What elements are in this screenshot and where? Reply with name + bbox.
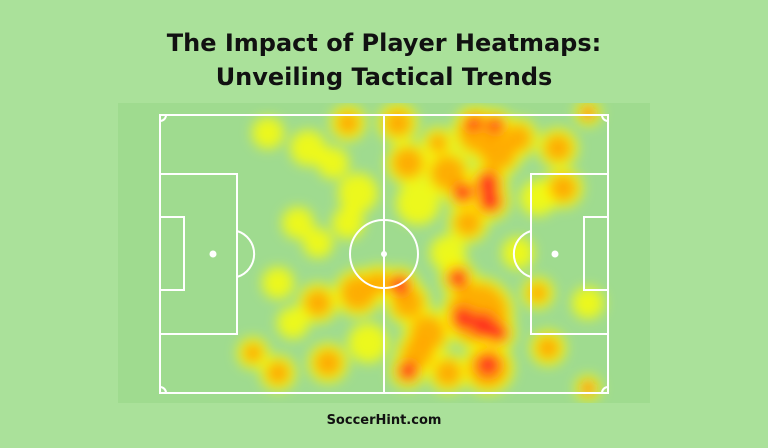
heat-blob	[332, 207, 364, 239]
right-penalty-spot	[551, 250, 559, 258]
heat-blob	[384, 109, 412, 137]
heat-blob	[317, 147, 349, 179]
heat-blob	[504, 124, 532, 152]
heat-blob	[338, 173, 378, 213]
heat-blob	[544, 134, 572, 162]
left-goal-area	[159, 216, 185, 291]
pitch-spots	[209, 250, 559, 258]
heat-blob	[262, 267, 294, 299]
heatmap-panel	[118, 103, 650, 403]
corner-arcs	[159, 114, 609, 394]
heat-blob	[520, 180, 556, 216]
heat-blob	[453, 183, 473, 203]
heat-blob	[348, 323, 388, 363]
heat-blob	[549, 174, 577, 202]
heat-blob	[396, 181, 440, 225]
heat-blob	[314, 349, 342, 377]
heat-layer	[237, 103, 604, 401]
pitch-heatmap	[159, 103, 609, 401]
heat-blob	[502, 237, 534, 269]
pitch-lines	[159, 114, 609, 394]
heat-blob	[582, 382, 594, 394]
heat-blob	[366, 271, 390, 295]
heat-blob	[392, 287, 424, 319]
heat-blob	[448, 268, 468, 288]
right-penalty-arc	[512, 230, 532, 278]
heat-blob	[454, 209, 482, 237]
left-penalty-spot	[209, 250, 217, 258]
heat-blob	[536, 336, 560, 360]
page-title: The Impact of Player Heatmaps: Unveiling…	[0, 26, 768, 94]
heat-blob	[476, 353, 500, 377]
heat-blob	[252, 117, 284, 149]
heat-blob	[476, 171, 500, 195]
title-line-1: The Impact of Player Heatmaps:	[166, 29, 602, 57]
heat-blob	[266, 361, 290, 385]
left-penalty-area	[159, 173, 238, 335]
heat-blob	[451, 306, 475, 330]
heat-blob	[282, 207, 314, 239]
heat-blob	[428, 133, 448, 153]
heat-blob	[478, 189, 502, 213]
heat-blob	[402, 337, 434, 369]
heat-blob	[572, 287, 604, 319]
title-line-2: Unveiling Tactical Trends	[215, 63, 553, 91]
heat-blob	[303, 228, 333, 258]
left-penalty-arc	[236, 230, 256, 278]
heat-blob	[398, 361, 418, 381]
heat-blob	[392, 147, 424, 179]
heat-blob	[304, 289, 332, 317]
heat-blob	[430, 155, 466, 191]
heat-blob	[336, 111, 360, 135]
heat-blob	[434, 359, 462, 387]
heat-blob	[528, 283, 548, 303]
heat-blob	[488, 323, 508, 343]
heat-blob	[488, 117, 504, 133]
center-circle	[349, 219, 419, 289]
heat-blob	[582, 107, 594, 119]
heat-blob	[290, 130, 326, 166]
heat-blob	[277, 307, 309, 339]
center-spot	[381, 251, 387, 257]
heat-blob	[243, 343, 263, 363]
right-goal-area	[583, 216, 609, 291]
site-credit: SoccerHint.com	[326, 413, 442, 428]
heat-blob	[465, 115, 481, 131]
